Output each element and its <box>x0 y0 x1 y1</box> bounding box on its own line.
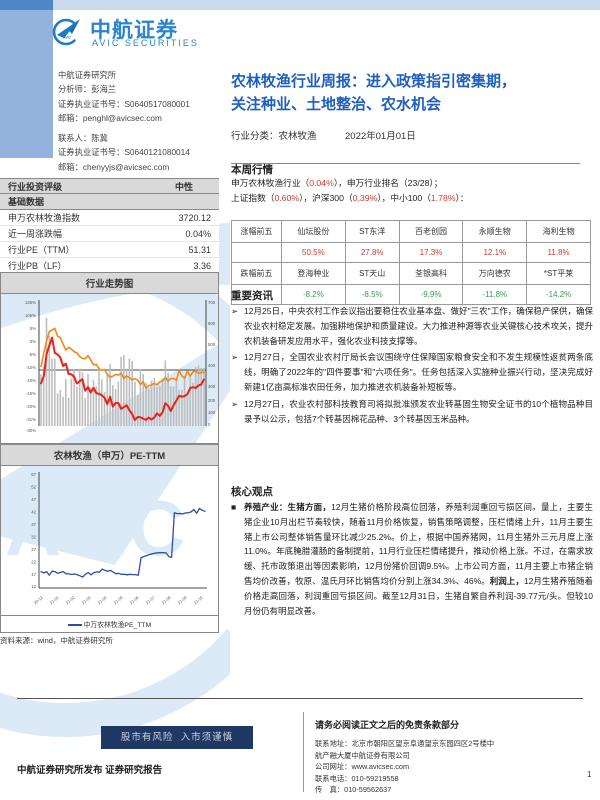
svg-text:105%: 105% <box>25 313 36 318</box>
svg-text:-20%: -20% <box>26 404 36 409</box>
svg-text:27: 27 <box>31 547 36 552</box>
svg-text:135%: 135% <box>25 300 36 305</box>
svg-text:21-02: 21-02 <box>65 594 77 605</box>
svg-text:21-05: 21-05 <box>113 594 125 605</box>
svg-text:21-04: 21-04 <box>97 594 109 605</box>
svg-text:20-12: 20-12 <box>33 594 45 605</box>
svg-text:200: 200 <box>208 398 216 403</box>
svg-text:500: 500 <box>208 342 216 347</box>
svg-text:-10%: -10% <box>26 365 36 370</box>
svg-text:-15%: -15% <box>26 391 36 396</box>
svg-text:37: 37 <box>31 522 36 527</box>
svg-text:21-08: 21-08 <box>161 594 173 605</box>
svg-text:-10%: -10% <box>26 378 36 383</box>
svg-text:-5%: -5% <box>28 352 36 357</box>
svg-text:5%: 5% <box>30 326 36 331</box>
svg-text:42: 42 <box>31 510 36 515</box>
svg-text:21-06: 21-06 <box>129 594 141 605</box>
svg-text:12: 12 <box>31 584 36 589</box>
svg-text:47: 47 <box>31 497 36 502</box>
svg-text:21-01: 21-01 <box>49 594 61 605</box>
svg-text:0%: 0% <box>30 339 36 344</box>
svg-text:600: 600 <box>208 321 216 326</box>
svg-text:21-09: 21-09 <box>177 594 189 605</box>
svg-text:22: 22 <box>31 560 36 565</box>
svg-text:0: 0 <box>208 422 211 427</box>
svg-text:AVIC: AVIC <box>63 36 71 40</box>
svg-text:21-10: 21-10 <box>193 594 205 605</box>
svg-text:52: 52 <box>31 485 36 490</box>
svg-text:57: 57 <box>31 472 36 477</box>
svg-text:100: 100 <box>208 410 216 415</box>
svg-text:21-03: 21-03 <box>81 594 93 605</box>
svg-text:400: 400 <box>208 363 216 368</box>
svg-text:300: 300 <box>208 384 216 389</box>
svg-text:21-07: 21-07 <box>145 594 157 605</box>
svg-text:32: 32 <box>31 535 36 540</box>
svg-text:700: 700 <box>208 300 216 305</box>
svg-text:17: 17 <box>31 572 36 577</box>
svg-text:-30%: -30% <box>26 428 36 433</box>
svg-text:-21%: -21% <box>26 417 36 422</box>
